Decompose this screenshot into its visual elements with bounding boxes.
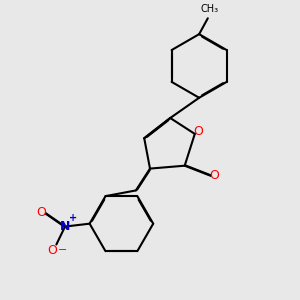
Text: +: + xyxy=(69,214,77,224)
Text: O: O xyxy=(36,206,46,219)
Text: N: N xyxy=(60,220,70,233)
Text: O: O xyxy=(193,124,202,137)
Text: O: O xyxy=(209,169,219,182)
Text: O: O xyxy=(47,244,57,257)
Text: −: − xyxy=(58,245,68,255)
Text: CH₃: CH₃ xyxy=(200,4,218,14)
